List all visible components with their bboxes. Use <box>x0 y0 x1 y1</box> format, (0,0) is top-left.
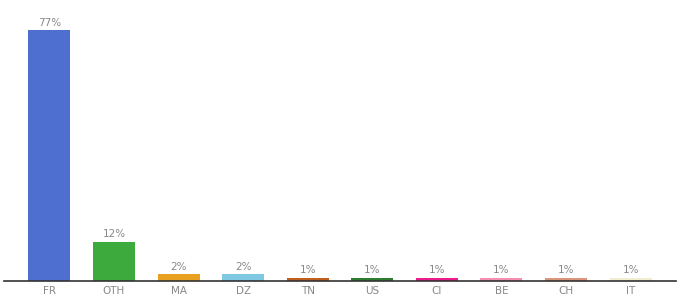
Text: 2%: 2% <box>235 262 252 272</box>
Bar <box>158 274 199 281</box>
Text: 1%: 1% <box>428 265 445 275</box>
Bar <box>481 278 522 281</box>
Bar <box>93 242 135 281</box>
Bar <box>222 274 264 281</box>
Text: 1%: 1% <box>364 265 381 275</box>
Text: 1%: 1% <box>558 265 575 275</box>
Text: 1%: 1% <box>299 265 316 275</box>
Bar <box>352 278 393 281</box>
Text: 12%: 12% <box>103 229 126 239</box>
Bar <box>29 30 70 281</box>
Bar <box>545 278 587 281</box>
Bar <box>610 278 651 281</box>
Bar <box>287 278 328 281</box>
Text: 1%: 1% <box>493 265 510 275</box>
Text: 1%: 1% <box>622 265 639 275</box>
Text: 2%: 2% <box>170 262 187 272</box>
Text: 77%: 77% <box>38 18 61 28</box>
Bar <box>416 278 458 281</box>
